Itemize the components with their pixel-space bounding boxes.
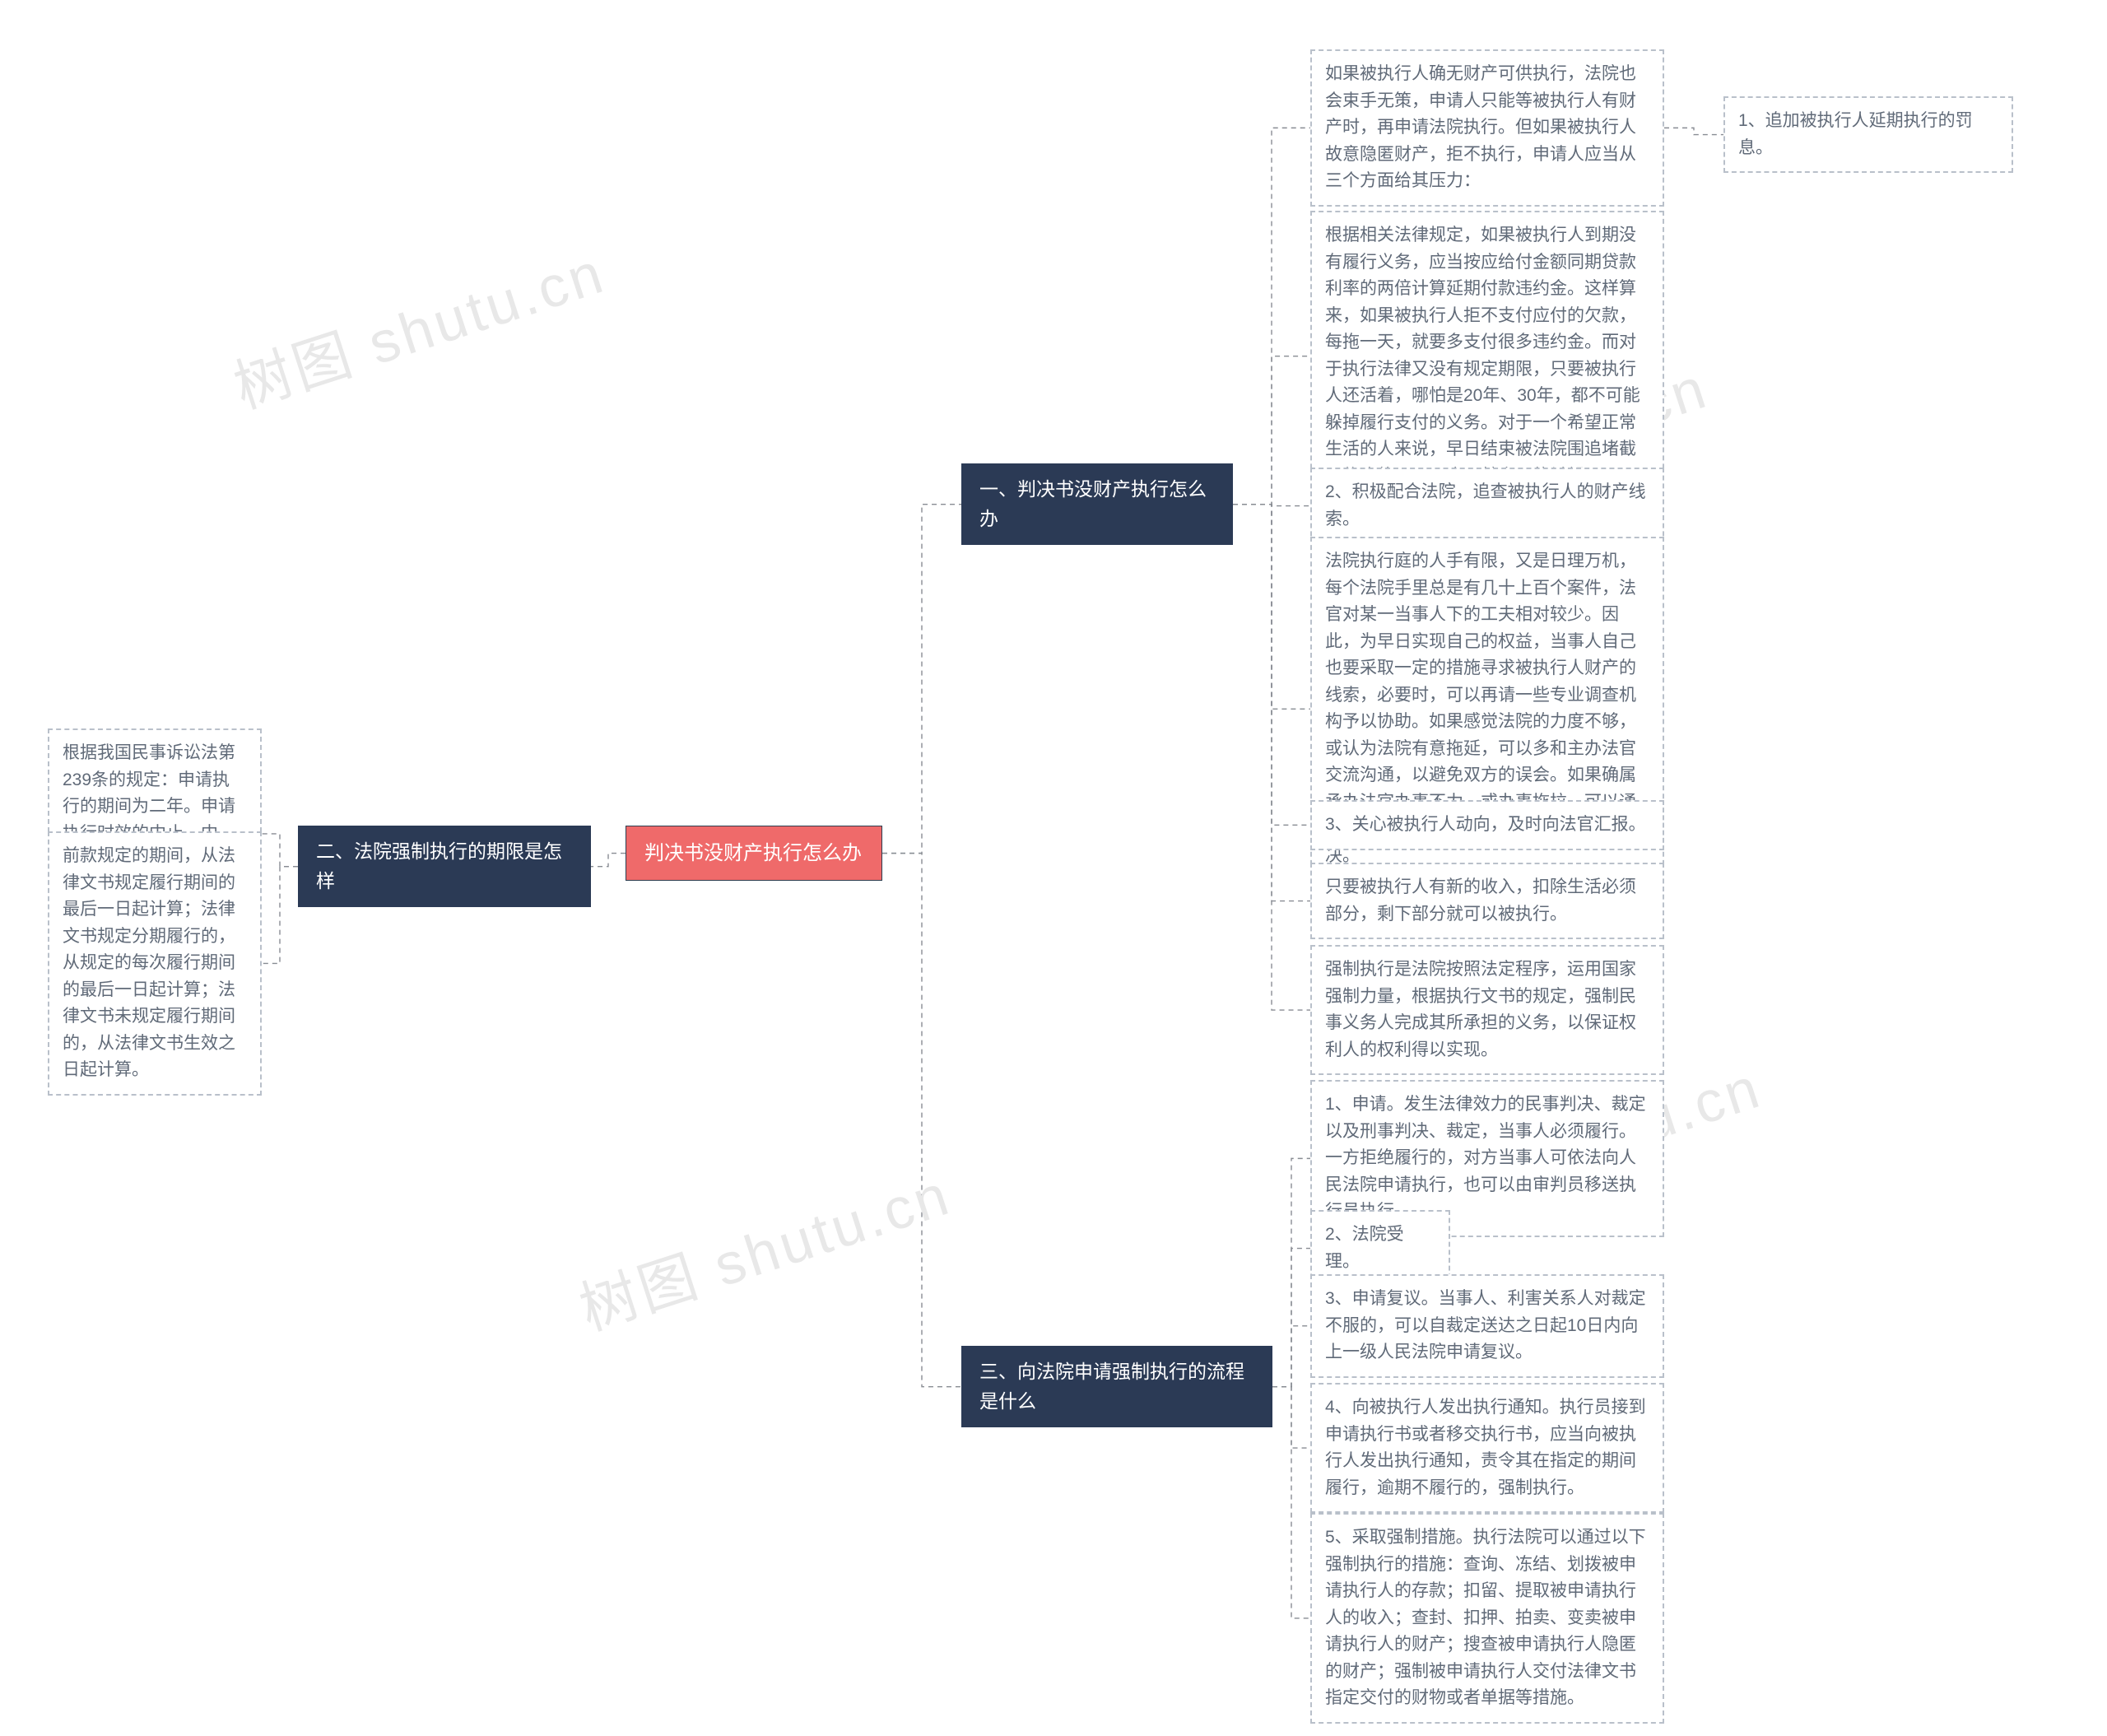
leaf-node[interactable]: 强制执行是法院按照法定程序，运用国家强制力量，根据执行文书的规定，强制民事义务人… <box>1310 945 1664 1075</box>
leaf-node[interactable]: 3、关心被执行人动向，及时向法官汇报。 <box>1310 800 1664 850</box>
leaf-node[interactable]: 1、追加被执行人延期执行的罚息。 <box>1723 96 2013 173</box>
watermark: 树图 shutu.cn <box>568 1148 960 1347</box>
mindmap-stage: 树图 shutu.cn 树图 shutu.cn 树图 shutu.cn 树图 s… <box>0 0 2107 1736</box>
leaf-node[interactable]: 4、向被执行人发出执行通知。执行员接到申请执行书或者移交执行书，应当向被执行人发… <box>1310 1383 1664 1513</box>
leaf-node[interactable]: 根据相关法律规定，如果被执行人到期没有履行义务，应当按应给付金额同期贷款利率的两… <box>1310 211 1664 501</box>
leaf-node[interactable]: 5、采取强制措施。执行法院可以通过以下强制执行的措施：查询、冻结、划拨被申请执行… <box>1310 1513 1664 1724</box>
branch-node-3[interactable]: 三、向法院申请强制执行的流程是什么 <box>961 1346 1272 1427</box>
watermark: 树图 shutu.cn <box>222 226 614 425</box>
root-node[interactable]: 判决书没财产执行怎么办 <box>626 826 882 881</box>
branch-node-1[interactable]: 一、判决书没财产执行怎么办 <box>961 463 1233 545</box>
leaf-node[interactable]: 3、申请复议。当事人、利害关系人对裁定不服的，可以自裁定送达之日起10日内向上一… <box>1310 1274 1664 1378</box>
leaf-node[interactable]: 如果被执行人确无财产可供执行，法院也会束手无策，申请人只能等被执行人有财产时，再… <box>1310 49 1664 207</box>
branch-node-2[interactable]: 二、法院强制执行的期限是怎样 <box>298 826 591 907</box>
leaf-node[interactable]: 只要被执行人有新的收入，扣除生活必须部分，剩下部分就可以被执行。 <box>1310 863 1664 939</box>
leaf-node[interactable]: 2、积极配合法院，追查被执行人的财产线索。 <box>1310 468 1664 544</box>
leaf-node[interactable]: 前款规定的期间，从法律文书规定履行期间的最后一日起计算；法律文书规定分期履行的，… <box>48 831 262 1096</box>
